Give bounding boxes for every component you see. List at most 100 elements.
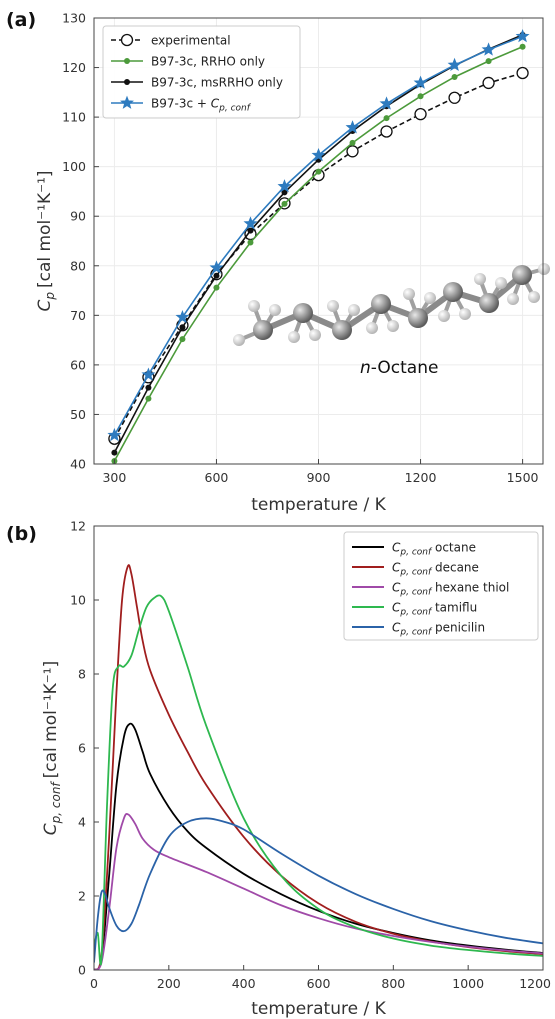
- series-line-tamiflu: [94, 594, 543, 966]
- x-tick-label: 400: [232, 976, 256, 991]
- panel-b-legend: Cp, conf octane Cp, conf decane Cp, conf h…: [343, 531, 539, 641]
- data-point: [311, 147, 326, 162]
- data-point: [383, 115, 390, 122]
- x-tick-label: 1200: [405, 470, 437, 485]
- legend-entry-decane: Cp, conf decane: [392, 561, 479, 578]
- octane-molecule-icon: [233, 263, 550, 346]
- data-point: [345, 120, 360, 134]
- data-point: [281, 189, 288, 196]
- y-tick-label: 130: [62, 11, 86, 26]
- carbon-atom: [512, 265, 532, 285]
- hydrogen-atom: [269, 304, 281, 316]
- data-point: [213, 284, 220, 291]
- legend-entry-experimental: experimental: [151, 34, 231, 48]
- data-point: [515, 29, 530, 43]
- hydrogen-atom: [327, 300, 339, 312]
- legend-entry-octane: Cp, conf octane: [392, 541, 476, 558]
- data-point: [315, 168, 322, 175]
- hydrogen-atom: [507, 293, 519, 305]
- carbon-atom: [253, 320, 273, 340]
- data-point: [145, 384, 152, 391]
- x-tick-label: 600: [307, 976, 331, 991]
- data-point: [417, 93, 424, 100]
- y-tick-label: 60: [70, 357, 86, 372]
- data-point: [451, 73, 458, 80]
- panel-a-legend: experimental B97-3c, RRHO only B97-3c, msR…: [102, 25, 301, 119]
- legend-entry-hexane-thiol: Cp, conf hexane thiol: [392, 581, 509, 598]
- panel-a-label: (a): [6, 9, 36, 31]
- data-point: [379, 96, 394, 110]
- y-tick-label: 0: [78, 963, 86, 978]
- series-b97-3c-c: [107, 29, 530, 442]
- panel-a-x-axis-label: temperature / K: [251, 495, 386, 515]
- panel-b-y-axis-subscript: p, conf: [49, 781, 63, 825]
- panel-a-y-axis-symbol: C: [35, 300, 55, 312]
- legend-swatch-marker: [124, 58, 130, 64]
- x-tick-label: 0: [90, 976, 98, 991]
- data-point: [448, 91, 461, 104]
- panel-a-chart: (a) 300 600 900 1200 1500 40 50 60 70 80 90 100 110 1…: [6, 9, 550, 515]
- hydrogen-atom: [459, 308, 471, 320]
- x-tick-label: 300: [102, 470, 126, 485]
- legend-box: [343, 531, 539, 641]
- x-tick-label: 600: [205, 470, 229, 485]
- y-tick-label: 100: [62, 159, 86, 174]
- panel-b-y-axis-symbol: C: [41, 823, 61, 835]
- data-point: [414, 107, 427, 121]
- panel-b-series: [94, 564, 543, 970]
- hydrogen-atom: [387, 320, 399, 332]
- legend-swatch-marker: [124, 79, 130, 85]
- y-tick-label: 120: [62, 60, 86, 75]
- y-tick-label: 50: [70, 407, 86, 422]
- y-tick-label: 8: [78, 667, 86, 682]
- legend-entry-penicilin: Cp, conf penicilin: [392, 621, 485, 638]
- hydrogen-atom: [233, 334, 245, 346]
- hydrogen-atom: [438, 310, 450, 322]
- data-point: [380, 125, 393, 138]
- panel-b-label: (b): [6, 523, 37, 545]
- data-point: [346, 145, 359, 158]
- data-point: [247, 227, 254, 234]
- panel-b-x-axis-label: temperature / K: [251, 999, 386, 1019]
- molecule-label: n-Octane: [360, 358, 438, 378]
- hydrogen-atom: [403, 288, 415, 300]
- y-tick-label: 12: [70, 519, 86, 534]
- panel-a-ticks: 300 600 900 1200 1500 40 50 60 70 80 90 100 110 120 13…: [62, 11, 538, 486]
- hydrogen-atom: [248, 300, 260, 312]
- series-line-penicilin: [94, 817, 543, 963]
- hydrogen-atom: [366, 322, 378, 334]
- x-tick-label: 200: [157, 976, 181, 991]
- panel-b-ticks: 0 200 400 600 800 1000 1200 0 2 4 6 8 10 12: [70, 519, 551, 992]
- legend-swatch-marker: [120, 33, 134, 47]
- panel-b-chart: (b) 0 200 400 600 800 1000 1200 0 2 4 6 8 10 12 tempe…: [6, 519, 551, 1019]
- hydrogen-atom: [538, 263, 550, 275]
- legend-entry-b97-3c-msrrho-only: B97-3c, msRRHO only: [151, 76, 283, 90]
- hydrogen-atom: [495, 277, 507, 289]
- hydrogen-atom: [288, 331, 300, 343]
- y-tick-label: 80: [70, 258, 86, 273]
- legend-entry-b97-3c-c: B97-3c + Cp, conf: [151, 97, 252, 114]
- series-line-octane: [94, 722, 543, 970]
- data-point: [111, 449, 118, 456]
- data-point: [349, 139, 356, 146]
- carbon-atom: [479, 293, 499, 313]
- x-tick-label: 1200: [519, 976, 551, 991]
- data-point: [141, 367, 156, 381]
- panel-b-y-axis-unit: [cal mol⁻¹K⁻¹]: [41, 661, 61, 779]
- carbon-atom: [293, 303, 313, 323]
- data-point: [413, 75, 428, 89]
- carbon-atom: [408, 308, 428, 328]
- x-tick-label: 800: [381, 976, 405, 991]
- y-tick-label: 110: [62, 110, 86, 125]
- data-point: [209, 260, 224, 274]
- series-line-decane: [94, 564, 543, 970]
- x-tick-label: 900: [307, 470, 331, 485]
- y-tick-label: 40: [70, 457, 86, 472]
- y-tick-label: 10: [70, 593, 86, 608]
- y-tick-label: 2: [78, 889, 86, 904]
- molecule-label-italic: n: [360, 358, 371, 378]
- x-tick-label: 1500: [507, 470, 539, 485]
- data-point: [481, 42, 496, 56]
- data-point: [145, 395, 152, 402]
